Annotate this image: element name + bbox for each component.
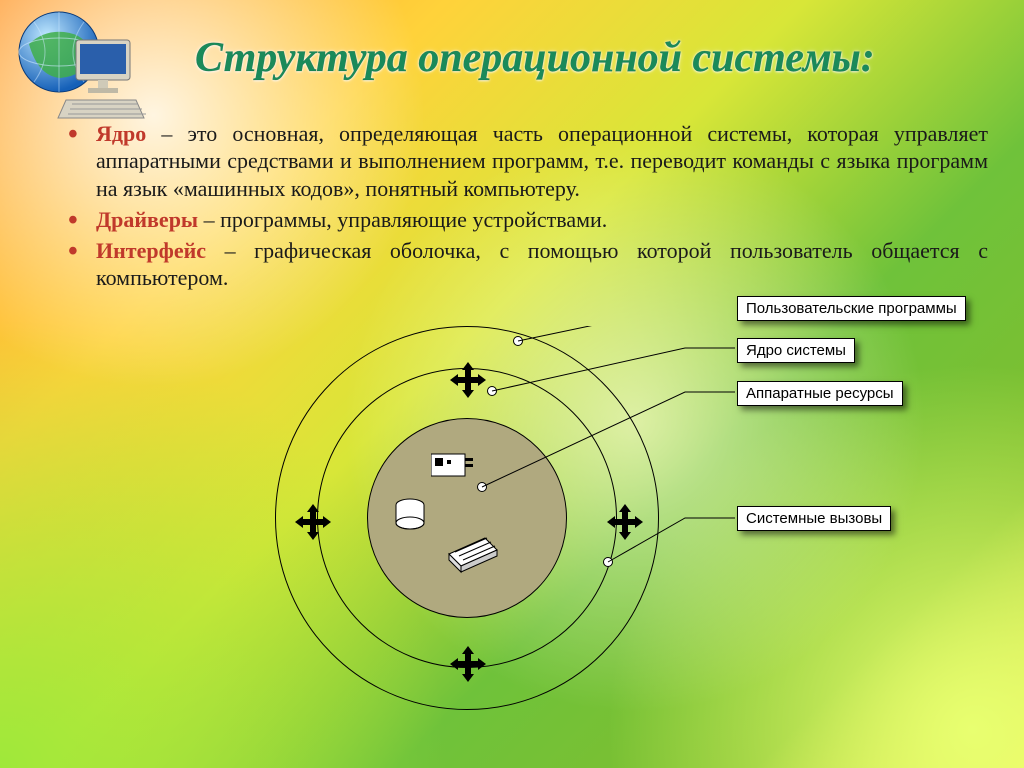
term-drivers: Драйверы: [96, 207, 198, 232]
connector-dot: [477, 482, 487, 492]
cross-arrow-icon: [450, 646, 486, 682]
chip-board-icon: [441, 530, 505, 574]
cross-arrow-icon: [450, 362, 486, 398]
page-title: Структура операционной системы:: [195, 34, 984, 82]
cylinder-disk-icon: [393, 498, 427, 532]
connector-dot: [513, 336, 523, 346]
cross-arrow-icon: [295, 504, 331, 540]
list-item: Ядро – это основная, определяющая часть …: [56, 120, 988, 202]
term-kernel: Ядро: [96, 121, 146, 146]
label-syscalls: Системные вызовы: [737, 506, 891, 531]
connector-dot: [487, 386, 497, 396]
os-structure-diagram: Пользовательские программы Ядро системы …: [255, 326, 995, 746]
connector-dot: [603, 557, 613, 567]
concentric-rings: [255, 326, 675, 746]
label-kernel: Ядро системы: [737, 338, 855, 363]
label-user-programs: Пользовательские программы: [737, 296, 966, 321]
globe-computer-icon: [4, 4, 154, 124]
term-interface-text: – графическая оболочка, с помощью которо…: [96, 238, 988, 290]
term-kernel-text: – это основная, определяющая часть опера…: [96, 121, 988, 201]
label-hardware: Аппаратные ресурсы: [737, 381, 903, 406]
cpu-card-icon: [431, 450, 473, 480]
term-interface: Интерфейс: [96, 238, 206, 263]
list-item: Интерфейс – графическая оболочка, с помо…: [56, 237, 988, 292]
definitions-list: Ядро – это основная, определяющая часть …: [56, 120, 988, 296]
term-drivers-text: – программы, управляющие устройствами.: [198, 207, 607, 232]
list-item: Драйверы – программы, управляющие устрой…: [56, 206, 988, 233]
cross-arrow-icon: [607, 504, 643, 540]
